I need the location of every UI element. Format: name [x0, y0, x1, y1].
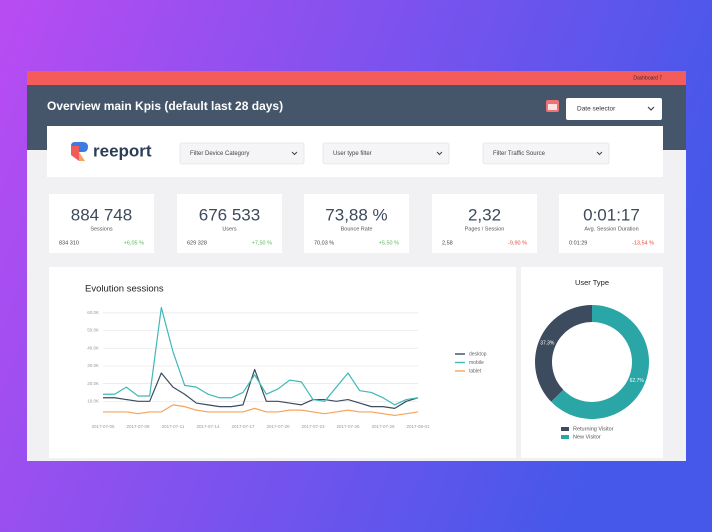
x-tick-label: 2017-07-05 [91, 424, 115, 429]
filter-dropdown[interactable] [179, 142, 305, 165]
x-tick-label: 2017-07-20 [266, 424, 290, 429]
date-selector-label[interactable]: Date selector [577, 106, 616, 113]
top-bar-label[interactable]: Dashboard 7 [633, 75, 662, 81]
x-tick-label: 2017-07-08 [126, 424, 150, 429]
kpi-previous: 0:01:29 [569, 240, 587, 246]
y-tick-label: 40.0K [87, 345, 99, 350]
filter-dropdown[interactable] [322, 142, 450, 165]
kpi-card [559, 194, 664, 253]
filter-label[interactable]: Filter Device Category [190, 151, 249, 157]
kpi-label: Bounce Rate [341, 226, 373, 232]
kpi-value: 884 748 [71, 205, 132, 224]
y-tick-label: 20.0K [87, 381, 99, 386]
x-tick-label: 2017-07-14 [196, 424, 220, 429]
logo-blue [71, 142, 88, 152]
line-chart-card [49, 267, 516, 458]
logo-red [71, 146, 79, 161]
kpi-change: +5,50 % [379, 240, 399, 246]
chart-title: User Type [575, 278, 609, 287]
filter-label[interactable]: User type filter [333, 151, 372, 157]
chevron [647, 106, 655, 111]
kpi-card [304, 194, 409, 253]
filter-label[interactable]: Filter Traffic Source [493, 151, 546, 157]
kpi-previous: 70,03 % [314, 240, 334, 246]
legend-label: Returning Visitor [573, 426, 614, 432]
series-line [103, 306, 419, 406]
kpi-value: 676 533 [199, 205, 260, 224]
y-tick-label: 30.0K [87, 363, 99, 368]
chevron [436, 151, 443, 156]
brand-logo [71, 142, 88, 161]
legend-swatch [561, 427, 569, 431]
kpi-change: +6,05 % [124, 240, 144, 246]
x-tick-label: 2017-07-23 [301, 424, 325, 429]
top-bar [27, 71, 686, 85]
chevron [596, 151, 603, 156]
kpi-label: Avg. Session Duration [584, 226, 638, 232]
brand-name: reeport [93, 141, 152, 160]
slice-label: 37.3% [540, 340, 555, 346]
pie-slice [535, 305, 592, 402]
x-tick-label: 2017-08-01 [406, 424, 430, 429]
kpi-card [432, 194, 537, 253]
legend-label: tablet [469, 368, 482, 374]
chevron [291, 151, 298, 156]
series-line [103, 404, 419, 417]
legend-label: desktop [469, 351, 487, 357]
x-tick-label: 2017-07-29 [371, 424, 395, 429]
pie-slice [551, 305, 650, 419]
kpi-value: 0:01:17 [583, 205, 640, 224]
filter-dropdown[interactable] [482, 142, 610, 165]
calendar-page [548, 104, 557, 110]
kpi-value: 73,88 % [325, 205, 387, 224]
legend-label: New Visitor [573, 434, 601, 440]
kpi-previous: 2,58 [442, 240, 453, 246]
y-tick-label: 50.0K [87, 328, 99, 333]
x-tick-label: 2017-07-11 [162, 424, 185, 429]
kpi-previous: 834 310 [59, 240, 79, 246]
y-tick-label: 60.0K [87, 310, 99, 315]
y-tick-label: 10.0K [87, 398, 99, 403]
kpi-card [177, 194, 282, 253]
header-title: Overview main Kpis (default last 28 days… [47, 99, 283, 113]
kpi-change: +7,50 % [252, 240, 272, 246]
x-tick-label: 2017-07-17 [231, 424, 255, 429]
calendar-icon[interactable] [546, 100, 559, 112]
date-selector[interactable] [566, 98, 662, 120]
kpi-value: 2,32 [468, 205, 501, 224]
x-tick-label: 2017-07-26 [336, 424, 360, 429]
kpi-label: Users [222, 226, 237, 232]
legend-label: mobile [469, 360, 484, 366]
kpi-label: Pages / Session [465, 226, 505, 232]
slice-label: 62.7% [630, 378, 645, 384]
logo-orange [79, 152, 85, 161]
chart-title: Evolution sessions [85, 284, 164, 295]
kpi-change: -9,90 % [508, 240, 527, 246]
kpi-label: Sessions [90, 226, 113, 232]
kpi-change: -13,54 % [632, 240, 654, 246]
legend-swatch [561, 435, 569, 439]
kpi-previous: 629 328 [187, 240, 207, 246]
kpi-card [49, 194, 154, 253]
